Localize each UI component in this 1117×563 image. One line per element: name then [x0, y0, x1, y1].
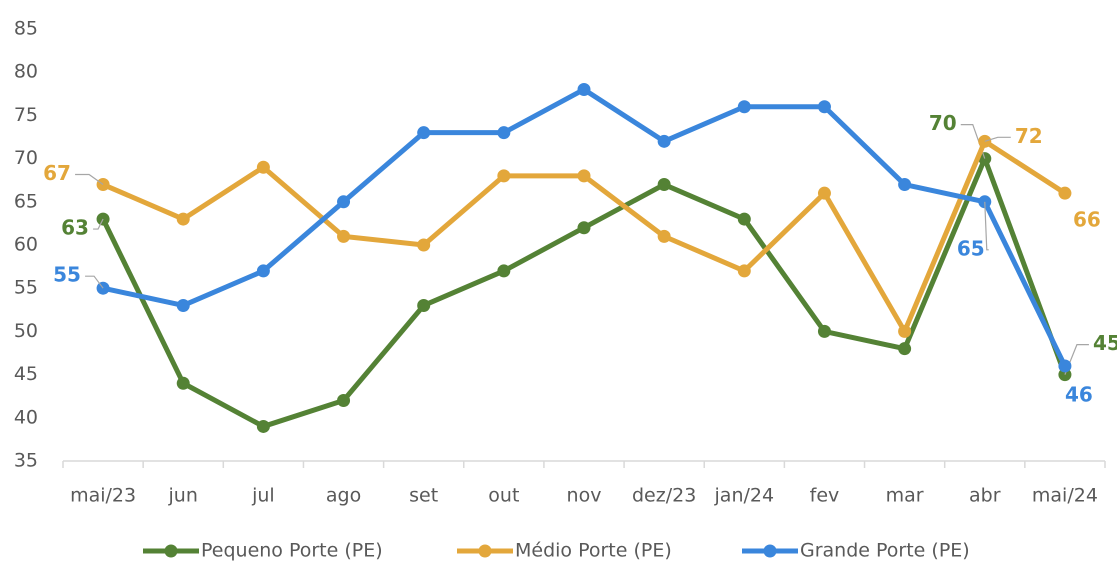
legend-marker: [763, 544, 777, 558]
point: [577, 221, 591, 235]
point: [737, 212, 751, 226]
point: [256, 419, 270, 433]
data-label: 45: [1093, 331, 1117, 355]
point: [577, 82, 591, 96]
x-tick-label: jul: [251, 485, 275, 507]
y-tick-label: 50: [14, 320, 38, 342]
point: [497, 264, 511, 278]
y-tick-label: 35: [14, 450, 38, 472]
data-label: 67: [43, 161, 71, 185]
point: [737, 100, 751, 114]
point: [417, 126, 431, 140]
point: [337, 229, 351, 243]
point: [577, 169, 591, 183]
point: [417, 298, 431, 312]
point: [417, 238, 431, 252]
point: [657, 178, 671, 192]
point: [256, 160, 270, 174]
data-label: 46: [1065, 382, 1093, 406]
point: [657, 229, 671, 243]
point: [657, 134, 671, 148]
x-tick-label: abr: [969, 485, 1001, 507]
point: [817, 324, 831, 338]
x-tick-label: jun: [168, 485, 198, 507]
legend-label: Pequeno Porte (PE): [201, 540, 383, 562]
data-label: 55: [53, 263, 81, 287]
y-tick-label: 65: [14, 190, 38, 212]
leader-line: [93, 218, 104, 230]
leader-line: [984, 136, 1011, 142]
y-tick-label: 70: [14, 147, 38, 169]
legend-label: Grande Porte (PE): [800, 540, 970, 562]
point: [898, 324, 912, 338]
legend-label: Médio Porte (PE): [515, 540, 672, 562]
point: [497, 126, 511, 140]
x-tick-label: jan/24: [714, 485, 775, 507]
data-label: 65: [957, 236, 985, 260]
y-tick-label: 80: [14, 61, 38, 83]
x-tick-label: set: [409, 485, 438, 507]
point: [817, 100, 831, 114]
point: [737, 264, 751, 278]
data-label: 63: [61, 216, 89, 240]
x-tick-label: out: [488, 485, 519, 507]
x-tick-label: ago: [326, 485, 361, 507]
point: [898, 342, 912, 356]
x-tick-label: fev: [810, 485, 840, 507]
x-tick-label: mar: [886, 485, 924, 507]
leader-line: [75, 173, 104, 186]
data-label: 66: [1073, 208, 1101, 232]
x-tick-label: nov: [567, 485, 602, 507]
point: [1058, 186, 1072, 200]
y-tick-label: 40: [14, 406, 38, 428]
point: [497, 169, 511, 183]
x-tick-label: mai/24: [1032, 485, 1098, 507]
point: [337, 195, 351, 209]
legend-marker: [164, 544, 178, 558]
point: [176, 376, 190, 390]
leader-line: [984, 201, 989, 251]
legend-marker: [478, 544, 492, 558]
point: [176, 298, 190, 312]
point: [176, 212, 190, 226]
leader-line: [85, 275, 104, 289]
y-tick-label: 75: [14, 104, 38, 126]
point: [898, 178, 912, 192]
y-tick-label: 55: [14, 277, 38, 299]
y-tick-label: 60: [14, 234, 38, 256]
x-tick-label: mai/23: [70, 485, 136, 507]
data-label: 70: [929, 111, 957, 135]
point: [256, 264, 270, 278]
point: [817, 186, 831, 200]
point: [337, 394, 351, 408]
y-tick-label: 85: [14, 18, 38, 40]
x-tick-label: dez/23: [632, 485, 696, 507]
y-tick-label: 45: [14, 363, 38, 385]
point: [1058, 359, 1072, 373]
data-label: 72: [1015, 124, 1043, 148]
